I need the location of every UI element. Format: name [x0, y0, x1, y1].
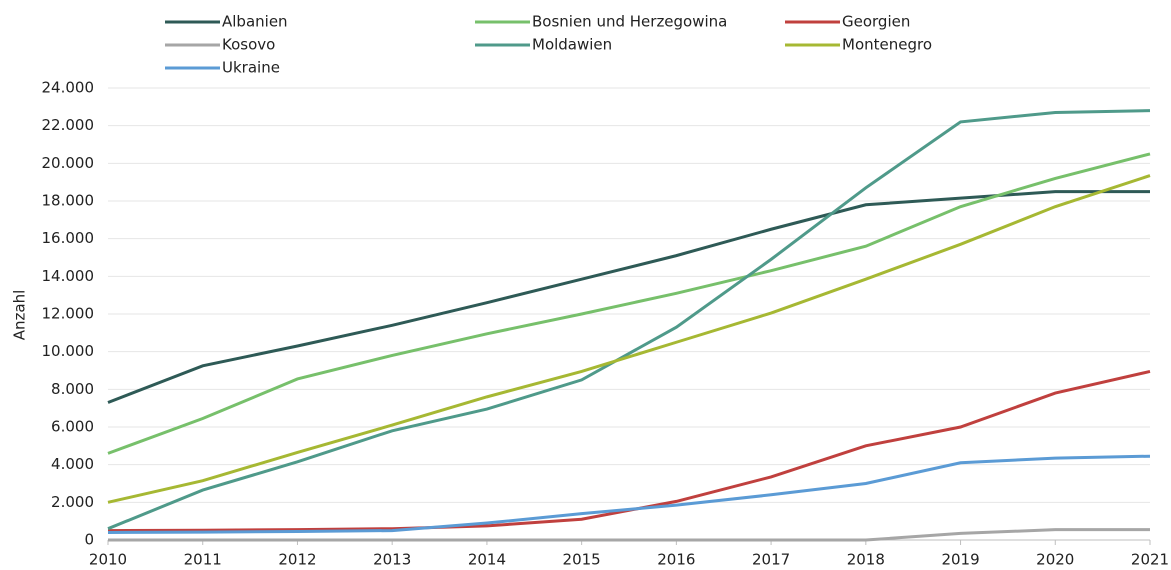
x-tick-label: 2012 [278, 551, 316, 569]
series-line [107, 152, 1151, 455]
legend-label: Georgien [842, 13, 910, 31]
y-tick-label: 8.000 [51, 380, 94, 398]
y-tick-label: 2.000 [51, 493, 94, 511]
x-tick-label: 2011 [184, 551, 222, 569]
legend-label: Albanien [222, 13, 288, 31]
x-tick-label: 2015 [563, 551, 601, 569]
y-tick-label: 14.000 [42, 267, 95, 285]
series-line [107, 109, 1151, 531]
series-line [108, 528, 1150, 542]
series-line [107, 190, 1150, 404]
y-tick-label: 0 [84, 531, 94, 549]
y-tick-label: 16.000 [42, 229, 95, 247]
y-tick-label: 12.000 [42, 305, 95, 323]
legend-label: Moldawien [532, 36, 612, 54]
legend-label: Ukraine [222, 59, 280, 77]
y-tick-label: 4.000 [51, 455, 94, 473]
x-tick-label: 2019 [941, 551, 979, 569]
x-tick-label: 2016 [657, 551, 695, 569]
x-tick-label: 2021 [1131, 551, 1169, 569]
y-axis-label: Anzahl [11, 290, 29, 341]
legend-label: Montenegro [842, 36, 932, 54]
y-tick-label: 22.000 [42, 116, 95, 134]
x-tick-label: 2020 [1036, 551, 1074, 569]
series-line [107, 369, 1151, 533]
y-tick-label: 18.000 [42, 192, 95, 210]
x-tick-label: 2017 [752, 551, 790, 569]
legend-label: Bosnien und Herzegowina [532, 13, 727, 31]
series-line [107, 454, 1151, 534]
x-tick-label: 2013 [373, 551, 411, 569]
legend-label: Kosovo [222, 36, 275, 54]
y-tick-label: 20.000 [42, 154, 95, 172]
y-tick-label: 24.000 [42, 79, 95, 97]
x-tick-label: 2014 [468, 551, 506, 569]
x-tick-label: 2010 [89, 551, 127, 569]
series-line [107, 174, 1151, 504]
y-tick-label: 6.000 [51, 418, 94, 436]
x-tick-label: 2018 [847, 551, 885, 569]
y-tick-label: 10.000 [42, 342, 95, 360]
